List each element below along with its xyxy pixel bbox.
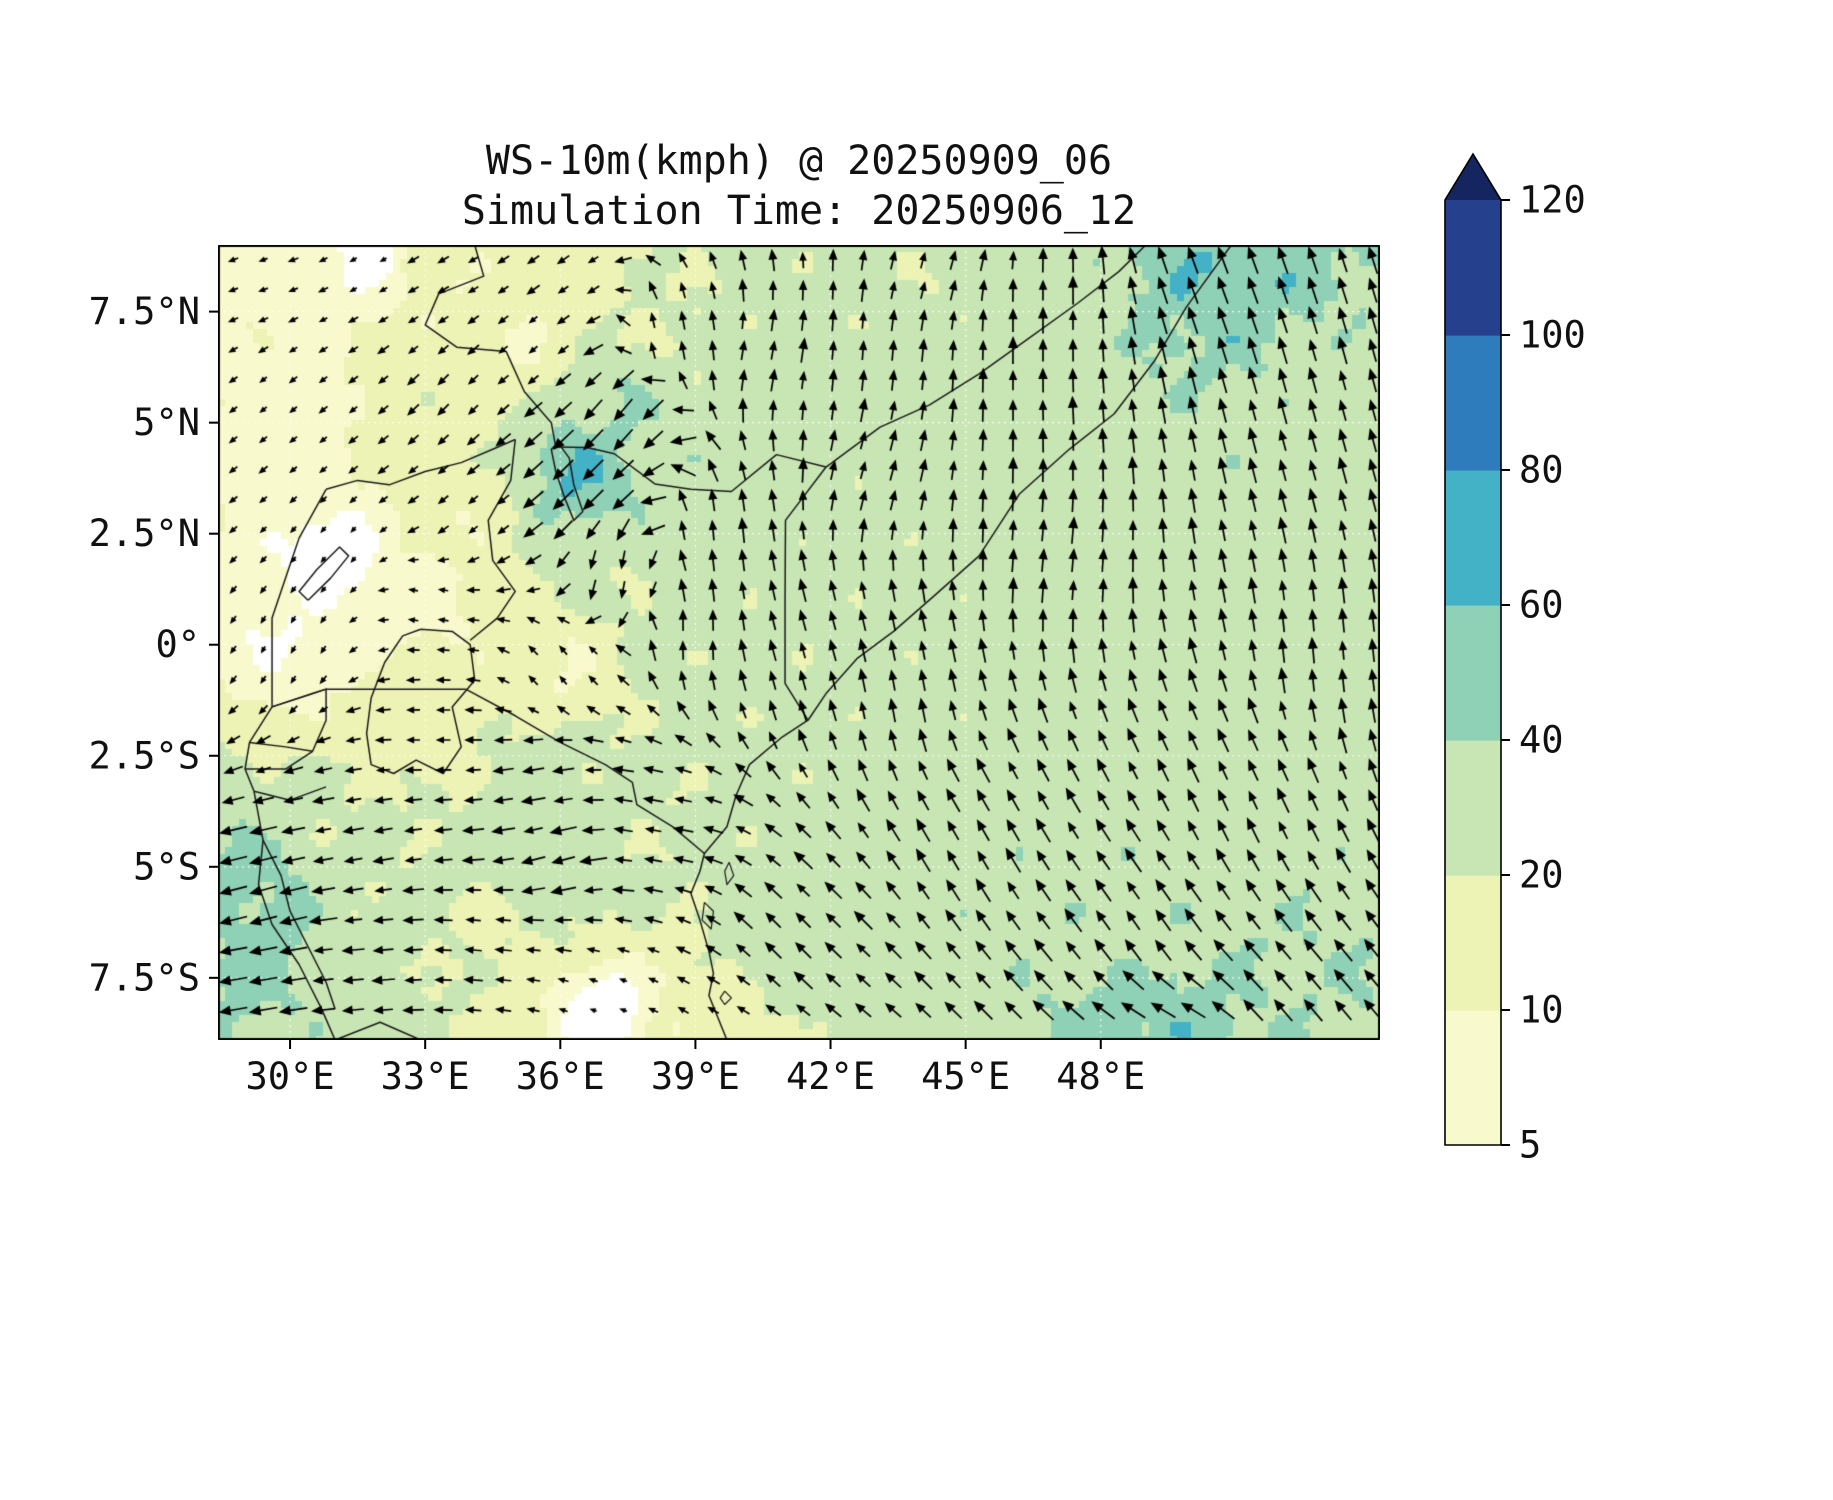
colorbar-tick-label: 60 xyxy=(1519,584,1564,627)
y-tick-label: 0° xyxy=(155,623,200,666)
colorbar-over-arrow xyxy=(1445,154,1501,200)
y-tick-label: 2.5°N xyxy=(89,512,200,555)
x-tick-label: 45°E xyxy=(921,1055,1010,1098)
colorbar-tick-label: 120 xyxy=(1519,179,1586,222)
colorbar-tick-label: 20 xyxy=(1519,854,1564,897)
colorbar-segment xyxy=(1445,740,1501,876)
plot-subtitle: Simulation Time: 20250906_12 xyxy=(461,188,1137,234)
colorbar-segment xyxy=(1445,605,1501,741)
y-tick-label: 5°S xyxy=(133,845,200,888)
plot-title: WS-10m(kmph) @ 20250909_06 xyxy=(485,138,1113,184)
colorbar-tick-label: 100 xyxy=(1519,314,1586,357)
plot-title-block: WS-10m(kmph) @ 20250909_06 Simulation Ti… xyxy=(218,136,1380,236)
x-tick-label: 30°E xyxy=(246,1055,335,1098)
wind-speed-map xyxy=(218,245,1380,1040)
y-tick-label: 7.5°N xyxy=(89,290,200,333)
x-tick-label: 48°E xyxy=(1056,1055,1145,1098)
x-tick-label: 42°E xyxy=(786,1055,875,1098)
colorbar-tick-label: 5 xyxy=(1519,1124,1541,1167)
colorbar-tick-label: 80 xyxy=(1519,449,1564,492)
x-tick-label: 39°E xyxy=(651,1055,740,1098)
y-tick-label: 2.5°S xyxy=(89,734,200,777)
colorbar-segment xyxy=(1445,470,1501,606)
colorbar-outline xyxy=(1444,152,1502,1146)
colorbar-tick-label: 10 xyxy=(1519,989,1564,1032)
colorbar-segment xyxy=(1445,200,1501,336)
colorbar-segment xyxy=(1445,1010,1501,1146)
y-tick-label: 7.5°S xyxy=(89,956,200,999)
x-tick-label: 36°E xyxy=(516,1055,605,1098)
colorbar-segment xyxy=(1445,875,1501,1011)
colorbar-segment xyxy=(1445,335,1501,471)
colorbar-tick-label: 40 xyxy=(1519,719,1564,762)
x-tick-label: 33°E xyxy=(381,1055,470,1098)
y-tick-label: 5°N xyxy=(133,401,200,444)
